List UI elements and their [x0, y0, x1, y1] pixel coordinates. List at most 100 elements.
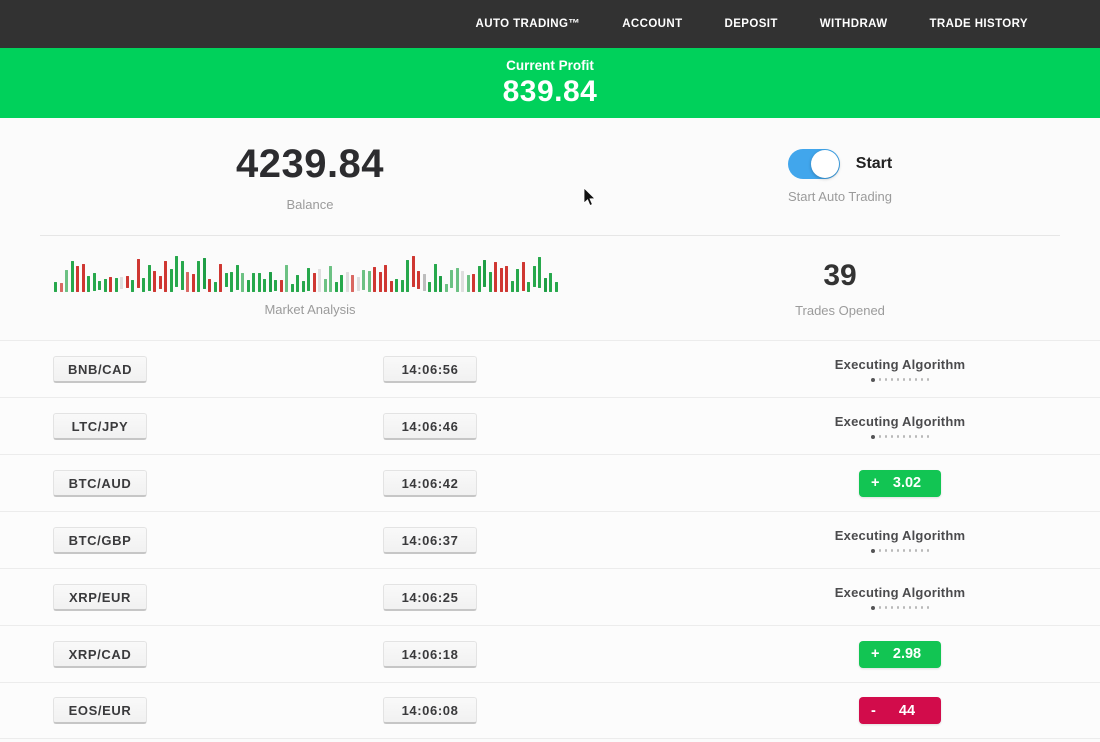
- candle-bar: [197, 260, 200, 292]
- nav-item-account[interactable]: ACCOUNT: [622, 18, 683, 30]
- table-row: BTC/GBP 14:06:37 Executing Algorithm: [0, 511, 1100, 568]
- candle-bar: [208, 278, 211, 292]
- trades-opened-label: Trades Opened: [795, 302, 885, 318]
- candle-bar: [312, 272, 316, 292]
- loss-badge: -44: [859, 697, 941, 724]
- candle-bar: [351, 274, 354, 292]
- trade-status: +2.98: [743, 640, 1057, 668]
- candle-bar: [433, 264, 437, 292]
- candle-bar: [191, 274, 195, 292]
- candle-bar: [450, 269, 453, 288]
- candle-bar: [263, 278, 266, 292]
- pair-chip[interactable]: EOS/EUR: [53, 697, 147, 724]
- table-row: LTC/JPY 14:06:46 Executing Algorithm: [0, 397, 1100, 454]
- executing-algorithm-label: Executing Algorithm: [834, 413, 966, 429]
- candle-bar: [301, 280, 305, 292]
- toggle-knob: [810, 150, 839, 178]
- pair-chip[interactable]: BNB/CAD: [53, 355, 148, 383]
- candle-bar: [153, 271, 156, 292]
- pair-chip[interactable]: LTC/JPY: [53, 412, 147, 440]
- nav-item-trade-history[interactable]: TRADE HISTORY: [929, 18, 1028, 30]
- profit-value: 839.84: [502, 74, 598, 108]
- toggle-label: Start: [855, 155, 893, 172]
- candle-bar: [76, 265, 79, 292]
- trade-time: 14:06:25: [383, 583, 477, 611]
- section-divider: [40, 235, 1060, 236]
- candle-bar: [389, 280, 393, 292]
- trade-time: 14:06:08: [383, 697, 477, 724]
- candle-bar: [241, 273, 244, 292]
- progress-dots: [871, 605, 929, 610]
- progress-dots: [871, 377, 929, 382]
- trades-opened-value: 39: [823, 258, 857, 292]
- candle-bar: [543, 278, 547, 292]
- candle-bar: [142, 278, 145, 292]
- trade-status: Executing Algorithm: [743, 585, 1057, 610]
- profit-banner: Current Profit 839.84: [0, 48, 1100, 118]
- trade-time: 14:06:37: [383, 526, 477, 554]
- candle-bar: [109, 276, 112, 292]
- candle-bar: [455, 267, 459, 292]
- progress-dots: [871, 434, 929, 439]
- candle-bar: [131, 280, 134, 292]
- candle-bar: [87, 276, 90, 292]
- trade-status: Executing Algorithm: [743, 414, 1057, 439]
- candle-bar: [395, 278, 398, 292]
- candle-bar: [532, 265, 536, 287]
- candle-bar: [296, 274, 299, 292]
- profit-badge: +3.02: [859, 469, 941, 497]
- candle-bar: [219, 263, 222, 292]
- candle-bar: [175, 256, 178, 288]
- candle-bar: [202, 257, 206, 290]
- candle-bar: [334, 282, 338, 292]
- toggle-sublabel: Start Auto Trading: [787, 189, 893, 204]
- candle-bar: [125, 276, 129, 288]
- market-analysis-chart: [54, 256, 566, 292]
- candle-bar: [483, 259, 486, 287]
- candle-bar: [290, 283, 294, 292]
- candle-bar: [169, 269, 173, 292]
- trades-table: BNB/CAD 14:06:56 Executing Algorithm LTC…: [0, 340, 1100, 739]
- candle-bar: [554, 281, 558, 292]
- trade-time: 14:06:56: [383, 355, 477, 383]
- balance-value: 4239.84: [235, 141, 385, 186]
- nav-item-auto-trading[interactable]: AUTO TRADING™: [475, 18, 581, 30]
- candle-bar: [81, 264, 85, 292]
- candle-bar: [186, 271, 189, 292]
- candle-bar: [136, 259, 140, 288]
- candle-bar: [400, 280, 404, 292]
- candle-bar: [59, 283, 63, 292]
- candle-bar: [318, 268, 321, 292]
- candle-bar: [213, 282, 217, 292]
- trade-status: -44: [743, 697, 1057, 724]
- candle-bar: [356, 276, 360, 291]
- candle-bar: [510, 281, 514, 292]
- candle-bar: [329, 266, 332, 292]
- pair-chip[interactable]: BTC/GBP: [53, 526, 147, 554]
- candle-bar: [461, 270, 464, 292]
- trade-status: +3.02: [743, 469, 1057, 497]
- candle-bar: [224, 273, 228, 288]
- candle-bar: [505, 265, 508, 292]
- candle-bar: [65, 270, 68, 292]
- pair-chip[interactable]: BTC/AUD: [53, 469, 147, 497]
- nav-item-deposit[interactable]: DEPOSIT: [724, 18, 778, 30]
- trade-time: 14:06:46: [383, 412, 477, 440]
- nav-item-withdraw[interactable]: WITHDRAW: [819, 18, 888, 30]
- candle-bar: [323, 278, 327, 292]
- table-row: BNB/CAD 14:06:56 Executing Algorithm: [0, 340, 1100, 397]
- candle-bar: [268, 272, 272, 292]
- pair-chip[interactable]: XRP/EUR: [53, 583, 147, 611]
- candle-bar: [494, 262, 497, 292]
- candle-bar: [499, 267, 503, 292]
- candle-bar: [406, 260, 409, 292]
- top-nav: AUTO TRADING™ ACCOUNT DEPOSIT WITHDRAW TRADE…: [0, 0, 1100, 48]
- candle-bar: [422, 274, 426, 292]
- profit-badge: +2.98: [859, 640, 941, 668]
- table-row: EOS/EUR 14:06:08 -44: [0, 682, 1100, 739]
- candle-bar: [345, 271, 349, 292]
- market-analysis-label: Market Analysis: [264, 301, 356, 317]
- pair-chip[interactable]: XRP/CAD: [53, 640, 147, 668]
- candle-bar: [114, 277, 118, 292]
- auto-trading-toggle[interactable]: [787, 149, 840, 179]
